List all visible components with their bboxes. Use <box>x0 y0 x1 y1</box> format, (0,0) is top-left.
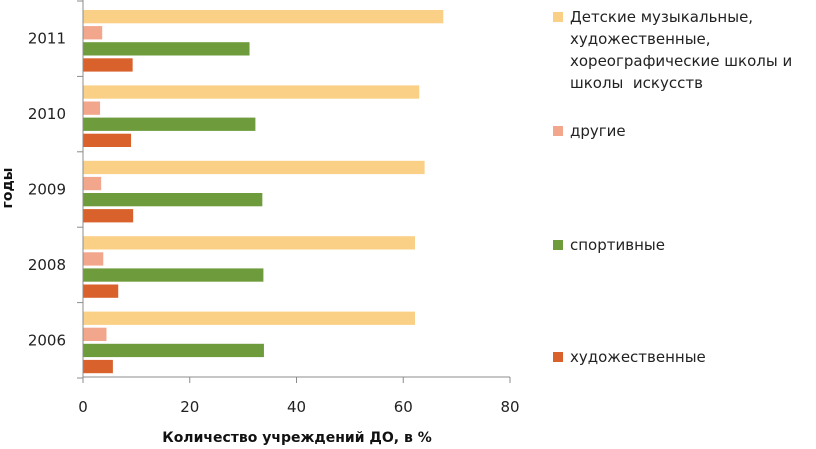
y-category-label: 2009 <box>28 181 66 199</box>
bar-2006-series-1 <box>83 327 107 341</box>
bar-2009-series-0 <box>83 160 425 175</box>
x-tick-label: 60 <box>394 398 413 416</box>
bar-2008-series-3 <box>83 284 119 298</box>
bar-2009-series-1 <box>83 176 102 191</box>
y-category-label: 2010 <box>28 105 66 123</box>
bar-2011-series-1 <box>83 26 103 40</box>
bar-2010-series-2 <box>83 117 256 131</box>
bar-2010-series-0 <box>83 85 420 99</box>
bar-2006-series-0 <box>83 311 415 325</box>
bar-2009-series-3 <box>83 209 134 223</box>
x-tick-label: 80 <box>500 398 519 416</box>
category-labels-group: 2011 2010 2009 2008 2006 <box>28 30 66 350</box>
bar-2011-series-2 <box>83 42 250 56</box>
x-tick-label: 0 <box>78 398 88 416</box>
legend-label: художественные <box>570 348 706 366</box>
bars-group <box>83 10 444 374</box>
legend-item: художественные <box>553 346 816 368</box>
legend-swatch <box>553 12 563 22</box>
legend-label: спортивные <box>570 236 665 254</box>
y-category-label: 2006 <box>28 331 66 349</box>
axis-ticks-group: 0 20 40 60 80 <box>77 0 520 416</box>
bar-2008-series-2 <box>83 268 264 282</box>
legend-swatch <box>553 352 563 362</box>
y-category-label: 2008 <box>28 256 66 274</box>
bar-2010-series-3 <box>83 133 132 147</box>
legend-label: другие <box>570 122 626 140</box>
y-axis-title: годы <box>0 168 16 209</box>
legend-item: спортивные <box>553 234 816 256</box>
legend-item: Детские музыкальные, художественные, хор… <box>553 6 816 94</box>
bar-2006-series-3 <box>83 359 113 374</box>
bar-2008-series-0 <box>83 236 415 250</box>
bar-2011-series-0 <box>83 10 444 24</box>
bar-2006-series-2 <box>83 343 264 358</box>
legend-label: Детские музыкальные, художественные, хор… <box>570 8 797 92</box>
y-category-label: 2011 <box>28 30 66 48</box>
legend-swatch <box>553 126 563 136</box>
bar-2010-series-1 <box>83 101 101 115</box>
bar-2011-series-3 <box>83 58 133 72</box>
bar-2008-series-1 <box>83 252 104 266</box>
x-tick-label: 40 <box>287 398 306 416</box>
bar-2009-series-2 <box>83 193 263 207</box>
x-axis-title: Количество учреждений ДО, в % <box>162 430 431 446</box>
legend-swatch <box>553 240 563 250</box>
legend-item: другие <box>553 120 816 142</box>
x-tick-label: 20 <box>180 398 199 416</box>
